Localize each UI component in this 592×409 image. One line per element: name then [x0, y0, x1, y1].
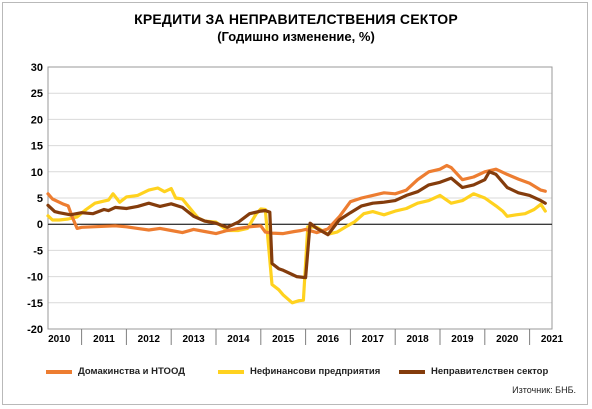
legend-item-households: Домакинства и НТООД — [46, 366, 185, 377]
y-tick-label: 0 — [37, 219, 43, 231]
legend-item-corporates: Нефинансови предприятия — [218, 366, 380, 377]
y-axis-ticks: 30 25 20 15 10 5 0 -5 -10 -15 -20 — [27, 62, 43, 336]
y-tick-label: -5 — [33, 245, 43, 257]
series-lines — [46, 163, 547, 305]
series-line-nongov — [46, 170, 547, 280]
legend-label-households: Домакинства и НТООД — [78, 366, 185, 377]
legend-swatch-nongov — [399, 369, 425, 374]
x-tick-label: 2016 — [317, 334, 340, 345]
x-tick-label: 2018 — [406, 334, 429, 345]
y-tick-label: 30 — [31, 62, 43, 74]
series-line-households — [46, 163, 547, 236]
legend-swatch-households — [46, 369, 72, 374]
x-tick-label: 2012 — [138, 334, 161, 345]
y-tick-label: -15 — [27, 298, 43, 310]
x-tick-label: 2013 — [182, 334, 205, 345]
x-axis-ticks: 2010 2011 2012 2013 2014 2015 2016 2017 2018 2019… — [48, 329, 564, 345]
legend-swatch-corporates — [218, 369, 244, 374]
y-tick-label: -20 — [27, 324, 43, 336]
plot-border — [47, 66, 553, 330]
chart-title: КРЕДИТИ ЗА НЕПРАВИТЕЛСТВЕНИЯ СЕКТОР — [134, 11, 458, 27]
y-tick-label: 10 — [31, 167, 43, 179]
chart-subtitle: (Годишно изменение, %) — [217, 29, 375, 44]
legend-label-nongov: Неправителствен сектор — [431, 366, 549, 377]
x-tick-label: 2011 — [93, 334, 115, 345]
x-tick-label: 2014 — [227, 334, 250, 345]
x-tick-label: 2019 — [451, 334, 474, 345]
y-tick-label: 15 — [31, 141, 43, 153]
x-tick-label: 2015 — [272, 334, 295, 345]
x-tick-label: 2021 — [541, 334, 564, 345]
y-tick-label: -10 — [27, 272, 43, 284]
x-tick-label: 2017 — [362, 334, 385, 345]
legend-label-corporates: Нефинансови предприятия — [250, 366, 381, 377]
source-note: Източник: БНБ. — [512, 385, 576, 395]
y-tick-label: 5 — [37, 193, 43, 205]
y-tick-label: 25 — [31, 88, 43, 100]
x-tick-label: 2020 — [496, 334, 519, 345]
legend-item-nongov: Неправителствен сектор — [399, 366, 548, 377]
series-line-corporates — [46, 186, 547, 305]
x-tick-label: 2010 — [48, 334, 71, 345]
y-tick-label: 20 — [31, 114, 43, 126]
